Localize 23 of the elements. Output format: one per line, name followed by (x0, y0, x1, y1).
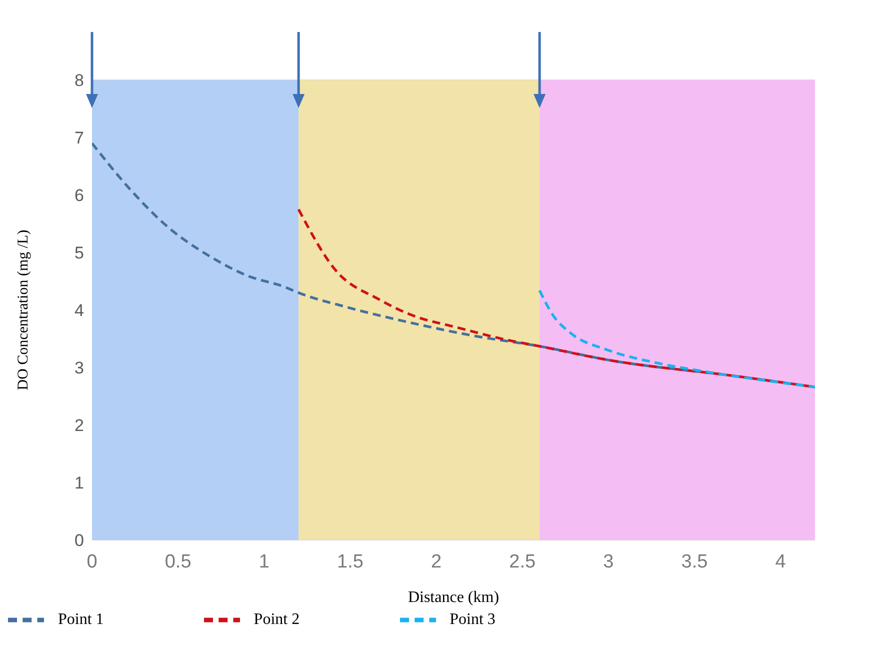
x-tick-label: 3 (603, 551, 614, 572)
legend-label: Point 1 (58, 610, 104, 628)
legend-label: Point 2 (254, 610, 300, 628)
y-tick-label: 8 (74, 71, 84, 90)
y-tick-label: 4 (74, 301, 84, 320)
y-tick-label: 7 (74, 128, 84, 148)
y-tick-label: 2 (74, 416, 84, 436)
y-tick-label: 1 (74, 474, 84, 493)
x-axis-title: Distance (km) (408, 589, 500, 606)
x-tick-label: 1 (258, 551, 270, 572)
x-tick-label: 2.5 (509, 551, 536, 572)
x-tick-label: 3.5 (681, 551, 708, 572)
x-tick-label: 2 (430, 551, 442, 572)
y-tick-label: 3 (74, 358, 84, 378)
y-tick-label: 5 (74, 244, 84, 263)
line-series (538, 289, 815, 388)
legend-label: Point 3 (450, 610, 496, 628)
y-axis-title: DO Concentration (mg /L) (15, 230, 32, 390)
y-tick-label: 6 (74, 186, 84, 206)
y-tick-label: 0 (74, 531, 84, 550)
x-tick-label: 1.5 (337, 551, 364, 572)
x-tick-label: 0.5 (164, 551, 192, 572)
x-tick-label: 4 (775, 551, 786, 572)
